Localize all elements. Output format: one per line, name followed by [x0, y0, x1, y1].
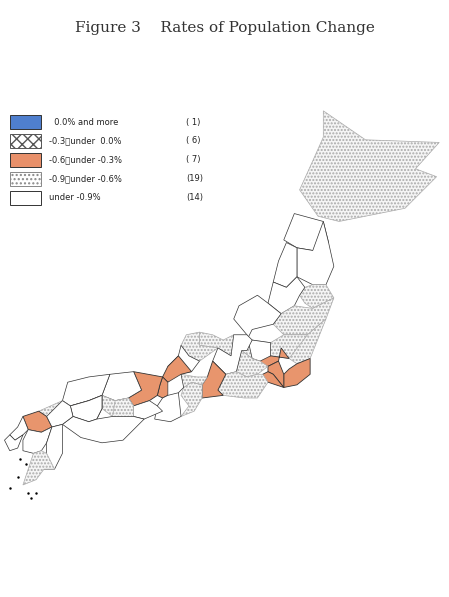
Polygon shape	[284, 358, 310, 387]
Polygon shape	[260, 372, 284, 387]
Polygon shape	[273, 298, 334, 335]
Polygon shape	[271, 335, 308, 358]
Text: under -0.9%: under -0.9%	[49, 193, 101, 202]
Polygon shape	[268, 277, 305, 313]
Polygon shape	[268, 361, 284, 387]
Polygon shape	[70, 395, 102, 419]
Text: -0.3〜under  0.0%: -0.3〜under 0.0%	[49, 137, 122, 146]
Polygon shape	[10, 417, 28, 440]
Polygon shape	[39, 401, 73, 424]
Polygon shape	[281, 319, 326, 364]
Polygon shape	[252, 348, 289, 367]
Polygon shape	[178, 374, 207, 387]
Polygon shape	[234, 296, 281, 361]
Polygon shape	[181, 332, 218, 361]
Polygon shape	[10, 153, 41, 167]
Polygon shape	[199, 332, 242, 356]
Text: ( 6): ( 6)	[186, 137, 201, 146]
Polygon shape	[10, 115, 41, 130]
Polygon shape	[23, 451, 54, 485]
Polygon shape	[273, 242, 297, 287]
Polygon shape	[62, 374, 110, 406]
Text: (14): (14)	[186, 193, 203, 202]
Polygon shape	[47, 401, 73, 427]
Polygon shape	[165, 374, 184, 404]
Text: 0.0% and more: 0.0% and more	[49, 118, 119, 127]
Polygon shape	[181, 382, 202, 417]
Polygon shape	[134, 401, 163, 419]
Text: -0.9〜under -0.6%: -0.9〜under -0.6%	[49, 174, 122, 183]
Text: -0.6〜under -0.3%: -0.6〜under -0.3%	[49, 155, 122, 164]
Polygon shape	[202, 361, 226, 398]
Polygon shape	[10, 134, 41, 148]
Polygon shape	[70, 395, 102, 421]
Polygon shape	[213, 335, 252, 374]
Polygon shape	[4, 435, 23, 451]
Polygon shape	[113, 398, 134, 419]
Polygon shape	[299, 285, 334, 309]
Polygon shape	[10, 172, 41, 186]
Polygon shape	[299, 111, 439, 221]
Polygon shape	[218, 372, 268, 398]
Text: ( 7): ( 7)	[186, 155, 201, 164]
Polygon shape	[10, 190, 41, 205]
Polygon shape	[62, 417, 144, 443]
Polygon shape	[297, 221, 334, 285]
Text: ( 1): ( 1)	[186, 118, 201, 127]
Polygon shape	[284, 214, 329, 251]
Polygon shape	[128, 372, 163, 406]
Polygon shape	[23, 411, 52, 432]
Polygon shape	[102, 395, 134, 419]
Polygon shape	[102, 372, 141, 401]
Polygon shape	[242, 340, 271, 358]
Polygon shape	[236, 350, 268, 377]
Polygon shape	[157, 377, 178, 398]
Polygon shape	[23, 427, 52, 453]
Text: Figure 3    Rates of Population Change: Figure 3 Rates of Population Change	[75, 21, 374, 35]
Polygon shape	[154, 393, 181, 421]
Polygon shape	[44, 424, 62, 469]
Text: (19): (19)	[186, 174, 203, 183]
Polygon shape	[168, 345, 199, 374]
Polygon shape	[163, 356, 192, 382]
